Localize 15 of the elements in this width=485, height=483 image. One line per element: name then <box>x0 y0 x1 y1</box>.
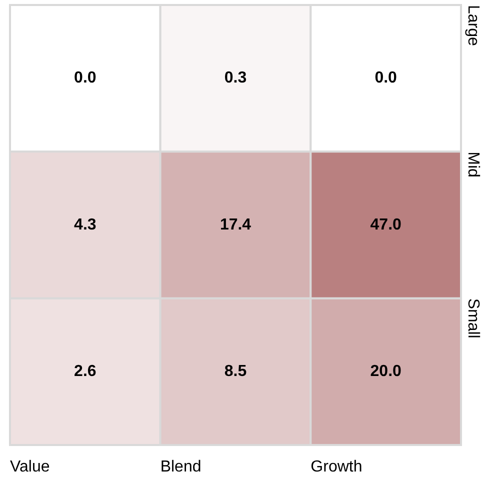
data-label: 8.5 <box>224 363 247 380</box>
data-label: 20.0 <box>370 363 402 380</box>
data-label: 0.3 <box>224 70 247 87</box>
x-tick-label: Blend <box>160 458 202 476</box>
x-tick-label: Growth <box>310 458 362 476</box>
data-label: 17.4 <box>220 216 252 234</box>
data-label: 4.3 <box>74 216 96 234</box>
y-tick-label: Mid <box>464 152 482 178</box>
data-label: 47.0 <box>370 216 402 234</box>
y-tick-label: Large <box>464 5 482 46</box>
data-label: 0.0 <box>374 70 398 87</box>
data-label: 0.0 <box>74 70 96 87</box>
x-tick-label: Value <box>10 458 50 476</box>
y-tick-label: Small <box>464 298 482 338</box>
data-label: 2.6 <box>74 363 96 380</box>
